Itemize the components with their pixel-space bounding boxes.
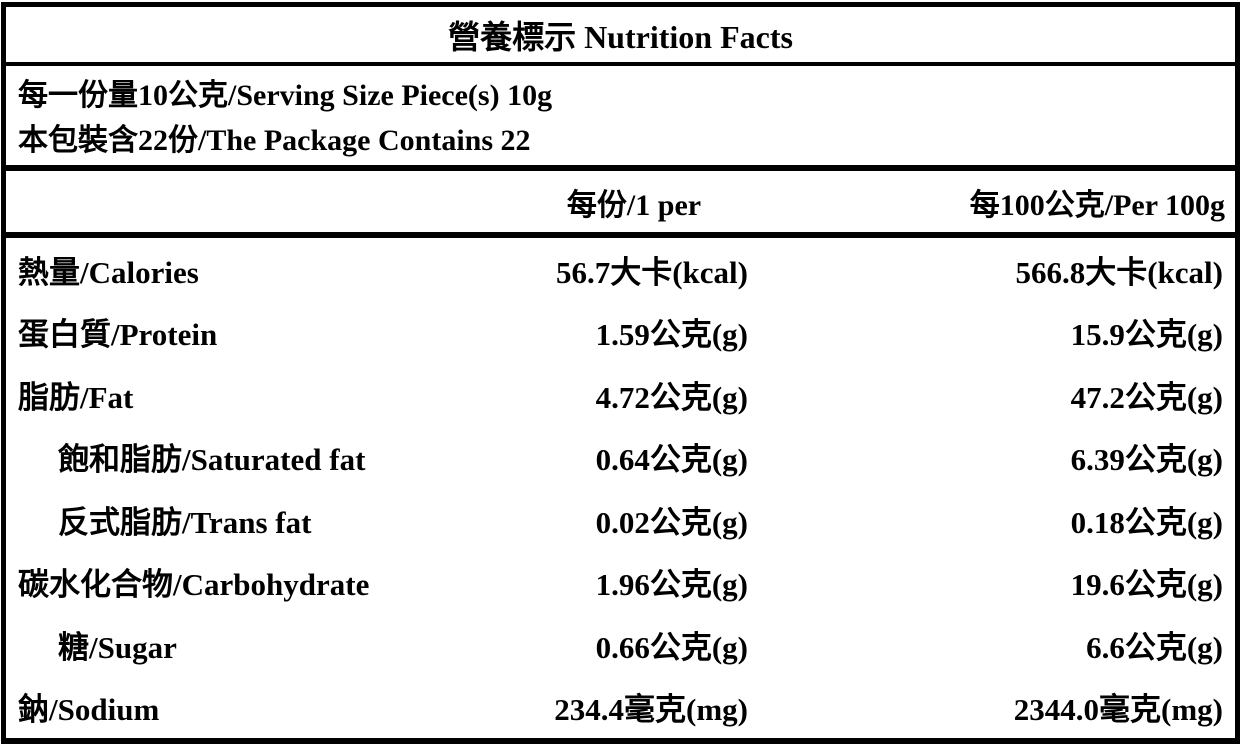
row-sugar: 糖/Sugar 0.66公克(g) 6.6公克(g) — [6, 613, 1235, 676]
sodium-per-serving-value: 234.4毫克(mg) — [554, 692, 748, 728]
fat-name: 脂肪/Fat — [18, 379, 134, 415]
serving-size-line: 每一份量10公克/Serving Size Piece(s) 10g — [18, 79, 553, 112]
row-trans-fat: 反式脂肪/Trans fat 0.02公克(g) 0.18公克(g) — [6, 488, 1235, 551]
trans-fat-per-serving-value: 0.02公克(g) — [595, 504, 748, 540]
carbohydrate-per-serving-value: 1.96公克(g) — [595, 567, 748, 603]
row-saturated-fat: 飽和脂肪/Saturated fat 0.64公克(g) 6.39公克(g) — [6, 426, 1235, 489]
saturated-fat-per-100g-value: 6.39公克(g) — [1070, 442, 1223, 478]
saturated-fat-per-serving-value: 0.64公克(g) — [595, 442, 748, 478]
fat-per-100g-value: 47.2公克(g) — [1070, 379, 1223, 415]
row-carbohydrate: 碳水化合物/Carbohydrate 1.96公克(g) 19.6公克(g) — [6, 551, 1235, 614]
row-sodium: 鈉/Sodium 234.4毫克(mg) 2344.0毫克(mg) — [6, 676, 1235, 739]
label-title: 營養標示 Nutrition Facts — [6, 7, 1235, 66]
row-protein: 蛋白質/Protein 1.59公克(g) 15.9公克(g) — [6, 301, 1235, 364]
fat-per-serving-value: 4.72公克(g) — [595, 379, 748, 415]
calories-per-serving-value: 56.7大卡(kcal) — [555, 254, 748, 290]
column-header-row: 每份/1 per 每100公克/Per 100g — [6, 171, 1235, 238]
serving-info-section: 每一份量10公克/Serving Size Piece(s) 10g 本包裝含2… — [6, 66, 1235, 171]
protein-name: 蛋白質/Protein — [18, 317, 218, 353]
carbohydrate-per-100g-value: 19.6公克(g) — [1070, 567, 1223, 603]
carbohydrate-name: 碳水化合物/Carbohydrate — [18, 567, 370, 603]
protein-per-100g-value: 15.9公克(g) — [1070, 317, 1223, 353]
protein-per-serving-value: 1.59公克(g) — [595, 317, 748, 353]
sugar-per-100g-value: 6.6公克(g) — [1086, 629, 1223, 665]
package-contains-line: 本包裝含22份/The Package Contains 22 — [18, 124, 531, 157]
row-fat: 脂肪/Fat 4.72公克(g) 47.2公克(g) — [6, 363, 1235, 426]
sugar-per-serving-value: 0.66公克(g) — [595, 629, 748, 665]
sugar-name: 糖/Sugar — [58, 629, 177, 665]
row-calories: 熱量/Calories 56.7大卡(kcal) 566.8大卡(kcal) — [6, 238, 1235, 301]
trans-fat-per-100g-value: 0.18公克(g) — [1070, 504, 1223, 540]
calories-name: 熱量/Calories — [18, 254, 199, 290]
trans-fat-name: 反式脂肪/Trans fat — [58, 504, 312, 540]
col-header-per-100g: 每100公克/Per 100g — [969, 188, 1225, 222]
nutrient-table-body: 熱量/Calories 56.7大卡(kcal) 566.8大卡(kcal) 蛋… — [6, 238, 1235, 738]
sodium-per-100g-value: 2344.0毫克(mg) — [1013, 692, 1223, 728]
saturated-fat-name: 飽和脂肪/Saturated fat — [58, 442, 366, 478]
col-header-per-serving: 每份/1 per — [566, 188, 702, 222]
sodium-name: 鈉/Sodium — [18, 692, 160, 728]
calories-per-100g-value: 566.8大卡(kcal) — [1015, 254, 1223, 290]
